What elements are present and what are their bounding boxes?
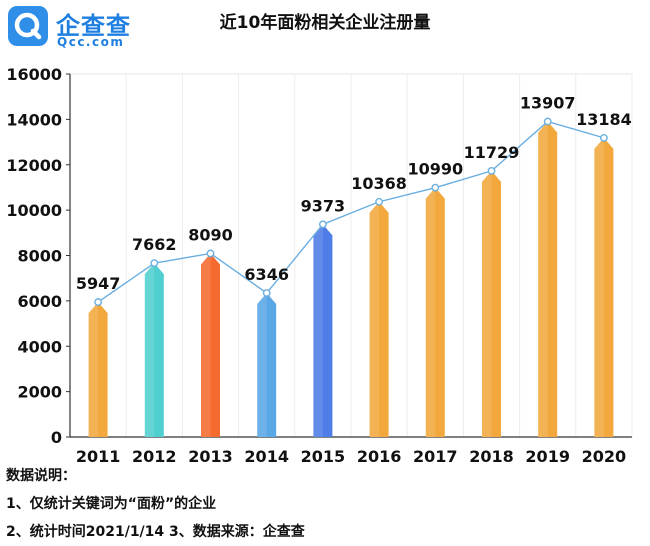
logo-name: 企查查 [56, 12, 131, 40]
notes-heading: 数据说明： [6, 468, 76, 484]
x-tick-label: 2016 [357, 447, 402, 466]
bar [144, 263, 164, 437]
x-tick-label: 2020 [582, 447, 627, 466]
bar [369, 201, 389, 437]
data-label: 13907 [520, 93, 576, 112]
y-tick-label: 8000 [17, 247, 62, 266]
trend-line [97, 120, 605, 303]
trend-point [206, 249, 215, 258]
trend-point [318, 220, 327, 229]
notes-line-2: 2、统计时间2021/1/14 3、数据来源：企查查 [6, 524, 305, 540]
bar [425, 187, 445, 437]
x-tick-label: 2013 [188, 447, 233, 466]
bar [257, 293, 277, 437]
bar-chart: 0 2000 4000 6000 8000 10000 12000 14000 16000 594… [6, 65, 633, 466]
trend-point [487, 166, 496, 175]
trend-point [262, 289, 271, 297]
data-label: 8090 [188, 225, 233, 244]
y-tick-label: 0 [51, 428, 62, 447]
data-notes: 数据说明： 1、仅统计关键词为“面粉”的企业 2、统计时间2021/1/14 3… [6, 462, 305, 546]
x-tick-label: 2017 [413, 447, 458, 466]
logo-domain: Qcc.com [57, 35, 125, 49]
data-label: 5947 [76, 274, 121, 293]
trend-point [94, 298, 103, 306]
magnifier-q-icon [8, 6, 48, 46]
trend-point [543, 117, 552, 126]
trend-point [431, 183, 440, 192]
trend-point [150, 259, 159, 268]
y-tick-label: 12000 [6, 156, 62, 175]
notes-line-1: 1、仅统计关键词为“面粉”的企业 [6, 496, 217, 512]
y-tick-label: 14000 [6, 110, 62, 129]
bar [88, 302, 108, 437]
bar [538, 121, 558, 438]
bar-highlight [482, 170, 492, 437]
bar-highlight [594, 137, 604, 437]
bar-highlight [201, 253, 211, 437]
bar-highlight [538, 121, 548, 438]
bar-highlight [257, 293, 267, 437]
data-label: 10990 [407, 160, 463, 179]
data-label: 10368 [351, 174, 407, 193]
y-tick-label: 10000 [6, 201, 62, 220]
x-tick-label: 2019 [525, 447, 570, 466]
trend-point [600, 133, 608, 142]
bar-highlight [425, 187, 436, 437]
qcc-logo: 企查查 Qcc.com [8, 6, 148, 50]
y-tick-label: 4000 [17, 337, 62, 356]
bar-highlight [144, 263, 155, 437]
x-tick-label: 2015 [301, 447, 346, 466]
x-tick-label: 2014 [244, 447, 289, 466]
bar [201, 253, 220, 437]
x-tick-label: 2011 [76, 447, 121, 466]
bar-highlight [313, 224, 323, 437]
bar-highlight [369, 201, 380, 437]
data-label: 9373 [301, 196, 346, 215]
y-tick-label: 16000 [6, 65, 62, 84]
data-label: 7662 [132, 235, 177, 254]
chart-title: 近10年面粉相关企业注册量 [219, 13, 431, 33]
bar [482, 170, 501, 437]
y-tick-label: 6000 [17, 292, 62, 311]
data-label: 11729 [464, 143, 520, 162]
x-tick-label: 2012 [132, 447, 177, 466]
data-label: 13184 [576, 110, 632, 129]
data-label: 6346 [244, 265, 289, 284]
bar [313, 224, 333, 437]
bar [594, 137, 614, 437]
trend-point [375, 197, 383, 206]
bar-highlight [88, 302, 99, 437]
y-tick-label: 2000 [17, 383, 62, 402]
x-tick-label: 2018 [469, 447, 514, 466]
